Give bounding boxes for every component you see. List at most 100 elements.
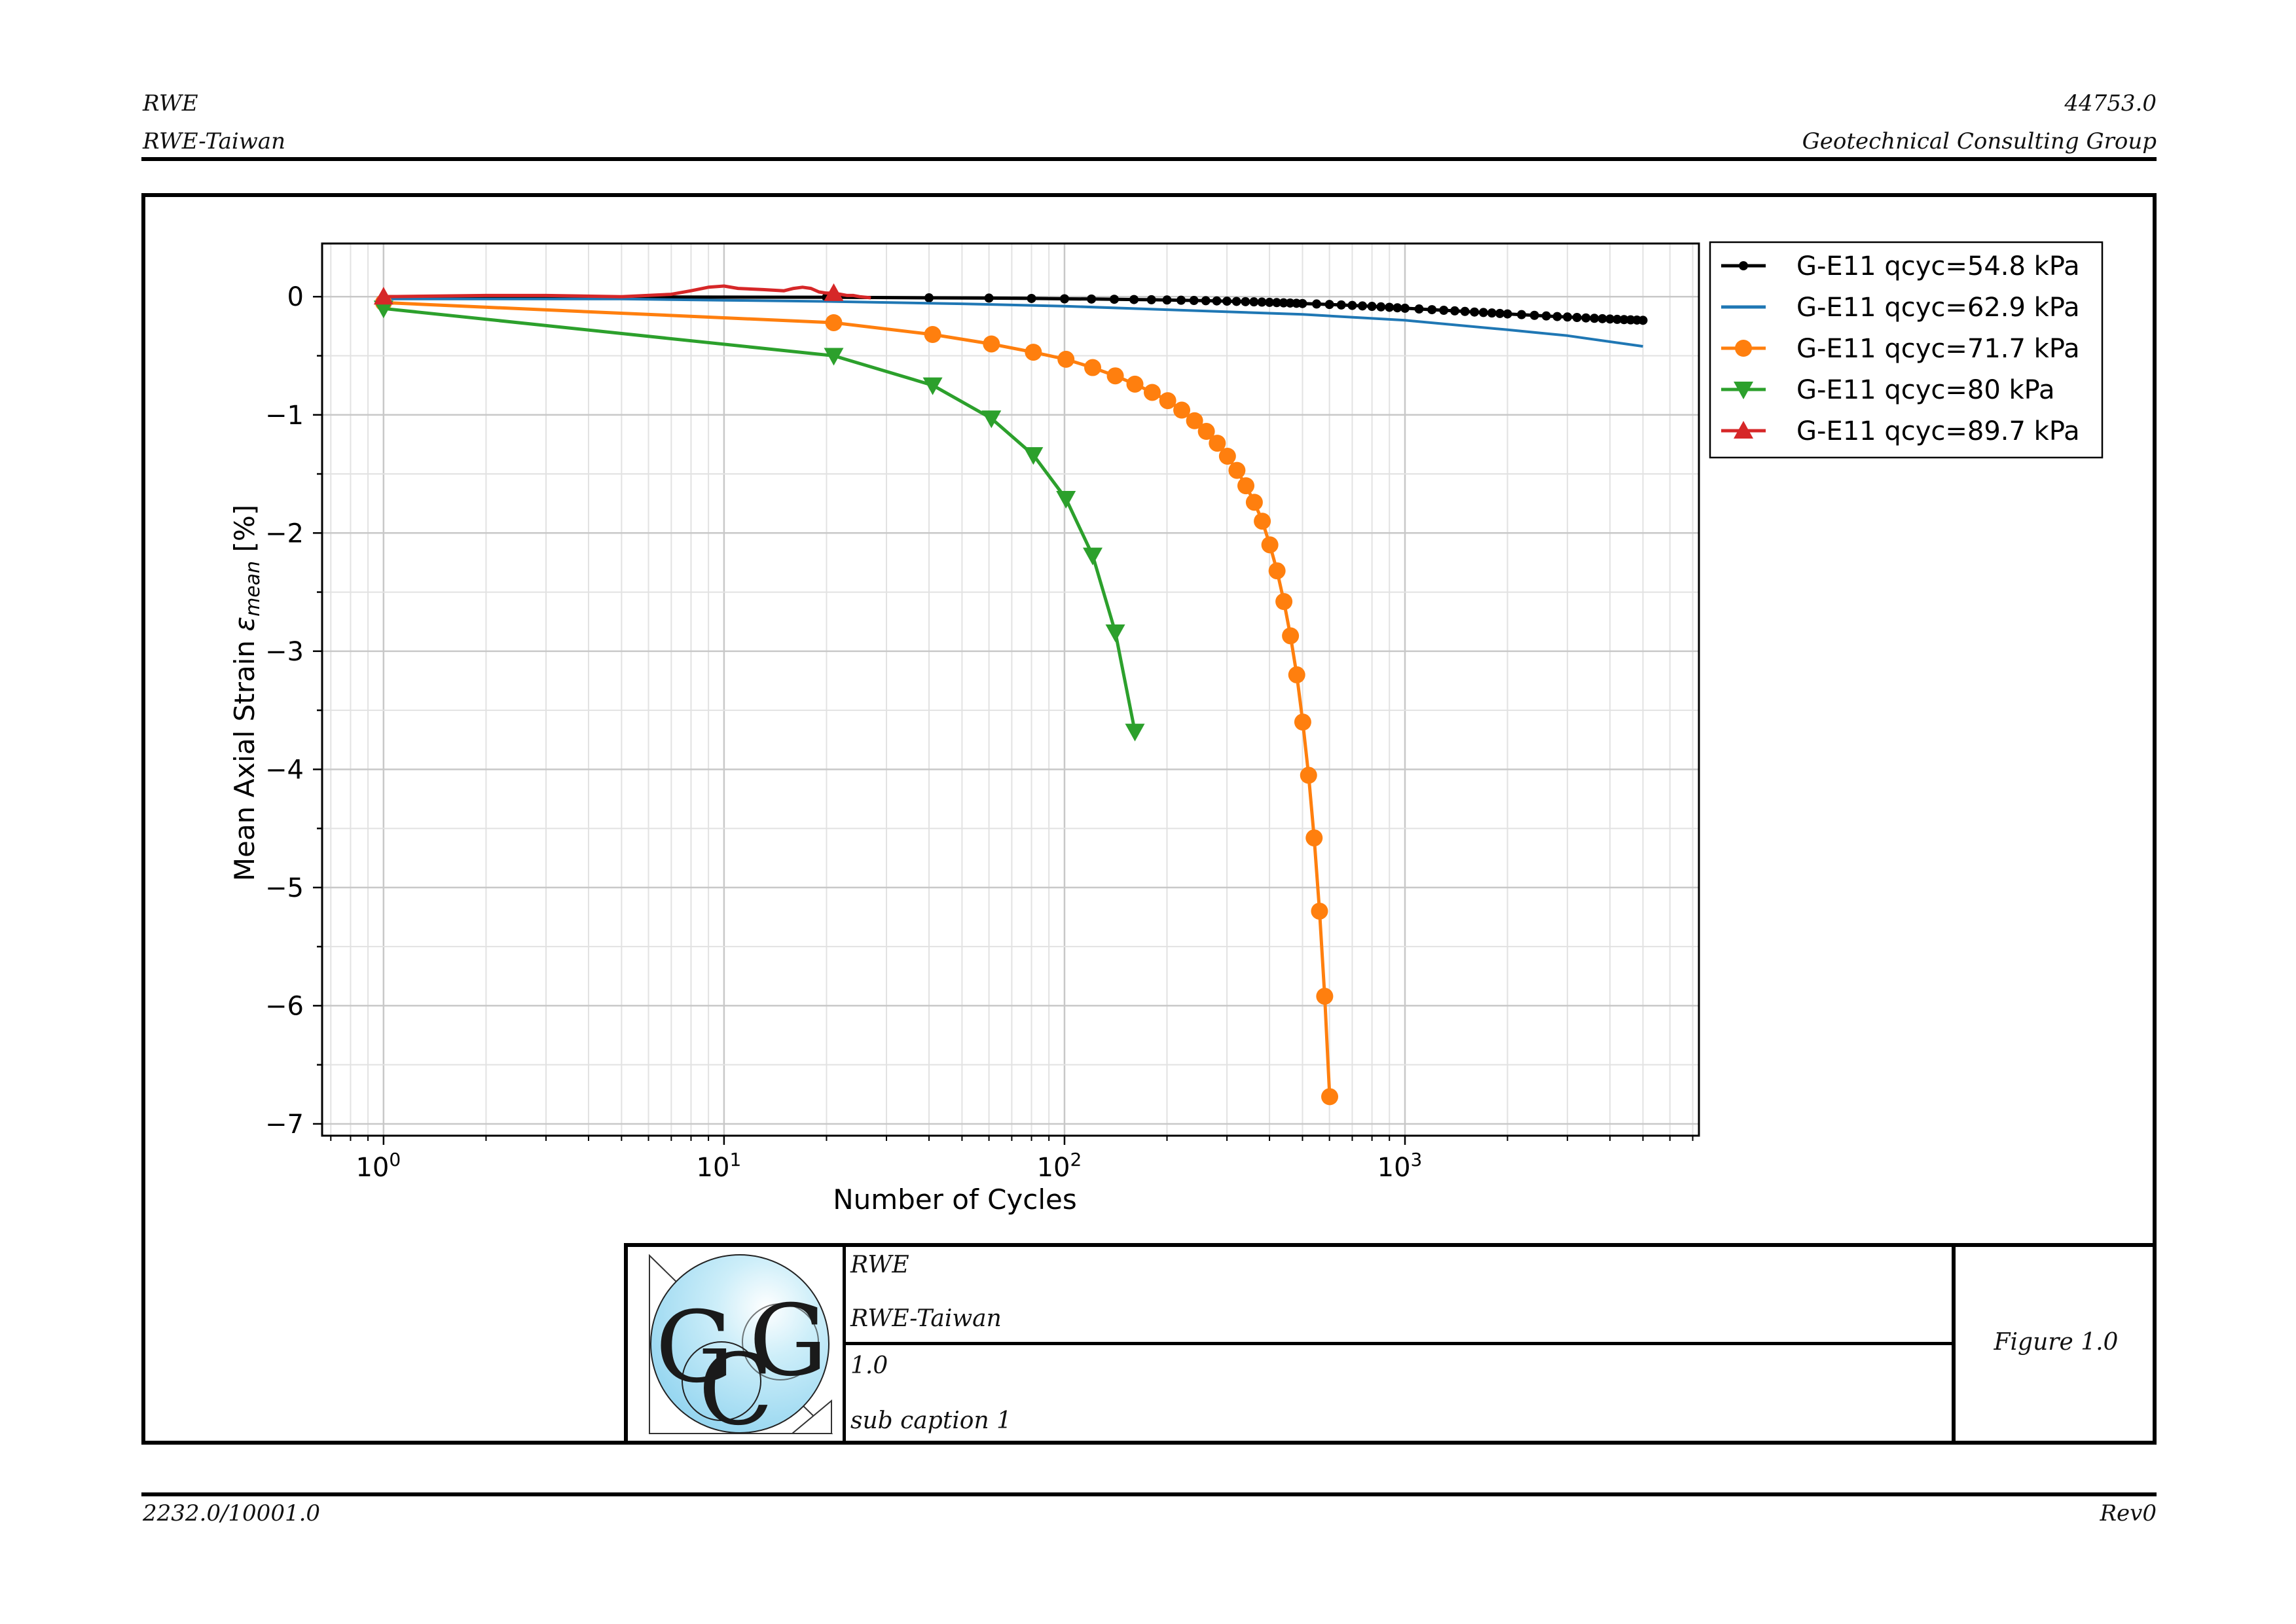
legend-label: G-E11 qcyc=54.8 kPa	[1796, 251, 2080, 281]
series-point	[1572, 313, 1582, 323]
x-tick-label: 100	[355, 1149, 401, 1183]
legend-entry: G-E11 qcyc=80 kPa	[1721, 375, 2055, 405]
series-point	[1249, 297, 1259, 307]
series-point	[1245, 494, 1263, 511]
series-point	[1265, 297, 1275, 307]
legend-label: G-E11 qcyc=89.7 kPa	[1796, 416, 2080, 446]
title-block-project: RWE-Taiwan	[850, 1305, 1002, 1332]
series-point	[1027, 293, 1036, 303]
series-point	[1197, 423, 1215, 441]
series-point	[1347, 300, 1357, 310]
y-tick-label: −5	[265, 873, 304, 903]
series-point	[1143, 384, 1161, 401]
series-point	[1057, 350, 1075, 368]
legend-marker	[1735, 340, 1752, 357]
y-axis-label: Mean Axial Strain εmean [%]	[228, 505, 264, 881]
series-point	[1393, 303, 1402, 313]
series-point	[1529, 310, 1539, 320]
legend-marker	[1739, 261, 1748, 270]
legend-marker	[1734, 421, 1753, 439]
series-point	[1638, 316, 1648, 325]
header-number: 44753.0	[2064, 90, 2157, 117]
x-axis-label: Number of Cycles	[833, 1183, 1077, 1216]
series-point	[981, 410, 1002, 429]
series-point	[1294, 713, 1311, 731]
legend-entry: G-E11 qcyc=89.7 kPa	[1721, 416, 2080, 446]
footer-revision: Rev0	[2100, 1500, 2157, 1526]
series-point	[1376, 302, 1386, 312]
series-point	[1298, 298, 1307, 308]
series-4	[373, 300, 1145, 742]
gcg-logo: GCG	[649, 1254, 833, 1440]
series-line	[383, 284, 871, 300]
series-point	[1257, 297, 1267, 307]
series-point	[924, 293, 934, 303]
series-point	[1109, 295, 1119, 304]
series-point	[1159, 392, 1176, 410]
series-point	[1427, 305, 1437, 315]
plot-frame	[321, 242, 1700, 1137]
series-point	[1541, 311, 1551, 321]
series-point	[1209, 435, 1226, 452]
series-point	[1300, 767, 1317, 784]
series-point	[1106, 367, 1124, 385]
series-point	[1228, 461, 1246, 479]
series-point	[1311, 299, 1321, 309]
series-point	[1358, 301, 1368, 311]
series-line	[383, 297, 1643, 348]
series-point	[1231, 297, 1241, 306]
figure-frame	[141, 193, 2157, 1445]
series-point	[1268, 562, 1286, 580]
chart-axes: 100 101 102 103 0 −1 −2 −3 −4 −5 −6 −7 Number of Cyc…	[228, 242, 1700, 1216]
series-point	[1495, 308, 1504, 318]
series-point	[824, 348, 844, 366]
chart-grid	[322, 244, 1699, 1136]
series-point	[1282, 627, 1300, 645]
series-point	[1279, 298, 1288, 308]
series-point	[1126, 375, 1144, 393]
series-point	[1218, 447, 1236, 465]
series-point	[1487, 308, 1497, 318]
series-point	[1605, 314, 1615, 324]
title-block-divider-figure	[1952, 1243, 1956, 1445]
series-point	[1212, 296, 1222, 306]
series-point	[1470, 307, 1480, 317]
series-point	[825, 314, 843, 331]
series-point	[1059, 294, 1069, 304]
series-3	[374, 294, 1339, 1106]
series-point	[1385, 302, 1394, 312]
series-point	[1241, 297, 1250, 306]
series-point	[1023, 447, 1044, 465]
legend-entry: G-E11 qcyc=54.8 kPa	[1721, 251, 2080, 281]
header-project: RWE-Taiwan	[143, 128, 285, 154]
y-tick-label: −6	[265, 991, 304, 1021]
legend-entry: G-E11 qcyc=71.7 kPa	[1721, 334, 2080, 364]
chart-plot-area	[373, 283, 1648, 1106]
figure-number: Figure 1.0	[1994, 1329, 2119, 1356]
series-point	[1478, 308, 1488, 317]
series-point	[1222, 297, 1232, 306]
legend-entry: G-E11 qcyc=62.9 kPa	[1721, 293, 2080, 323]
legend-box	[1709, 241, 2104, 459]
series-point	[1321, 1088, 1339, 1106]
series-point	[1272, 298, 1282, 308]
legend-label: G-E11 qcyc=71.7 kPa	[1796, 334, 2080, 364]
title-block-divider-row	[843, 1342, 1954, 1345]
footer-rule	[141, 1492, 2157, 1496]
series-point	[1261, 536, 1279, 554]
footer-reference: 2232.0/10001.0	[143, 1500, 321, 1526]
chart-legend: G-E11 qcyc=54.8 kPa G-E11 qcyc=62.9 kPa G-…	[1709, 241, 2104, 459]
series-point	[373, 287, 393, 305]
y-tick-label: −2	[265, 518, 304, 549]
y-tick-label: −3	[265, 637, 304, 667]
x-tick-label: 102	[1037, 1149, 1082, 1183]
series-point	[984, 293, 994, 303]
series-line	[383, 306, 1137, 732]
x-tick-label: 103	[1377, 1149, 1423, 1183]
legend-label: G-E11 qcyc=80 kPa	[1796, 375, 2055, 405]
series-point	[1400, 303, 1410, 313]
header-client: RWE	[143, 90, 198, 117]
legend-label: G-E11 qcyc=62.9 kPa	[1796, 293, 2080, 323]
